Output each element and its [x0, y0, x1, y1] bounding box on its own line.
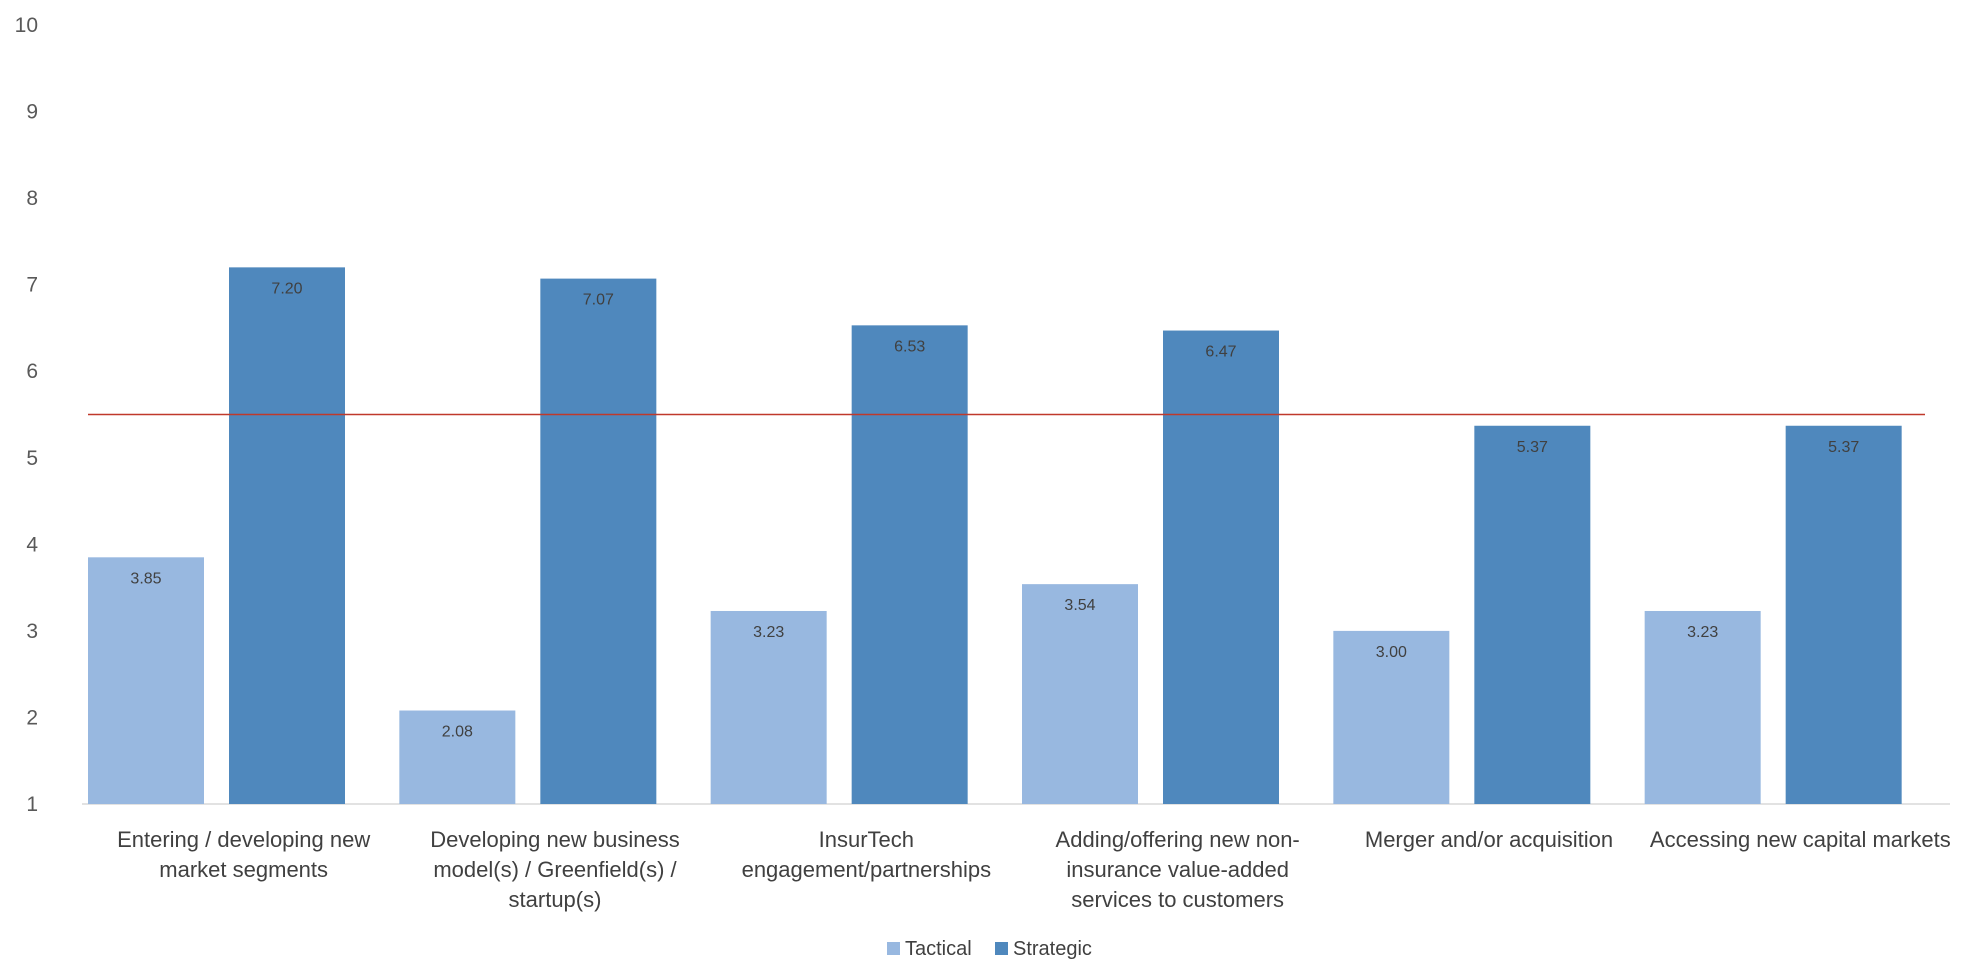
category-label: Accessing new capital markets — [1650, 827, 1951, 852]
legend: Tactical Strategic — [887, 938, 1092, 960]
bar-strategic — [229, 267, 345, 804]
data-label: 7.20 — [271, 280, 302, 297]
y-tick-label: 2 — [26, 706, 38, 729]
y-tick-label: 3 — [26, 620, 38, 643]
data-label: 3.54 — [1064, 597, 1095, 614]
category-label: Adding/offering new non- — [1056, 827, 1300, 852]
bar-tactical — [1333, 630, 1450, 804]
data-label: 5.37 — [1828, 439, 1859, 456]
y-axis-ticks: 1 2 3 4 5 6 7 8 9 10 — [15, 14, 1950, 816]
data-label: 3.23 — [1687, 624, 1718, 641]
data-label: 2.08 — [442, 724, 473, 741]
category-label: startup(s) — [509, 887, 602, 912]
y-tick-label: 1 — [26, 793, 38, 816]
bar-strategic — [851, 325, 968, 804]
bar-tactical — [1022, 584, 1138, 804]
category-label: Entering / developing new — [117, 827, 370, 852]
y-tick-label: 5 — [26, 447, 38, 470]
y-tick-label: 8 — [26, 187, 38, 210]
bar-tactical — [88, 557, 204, 804]
y-tick-label: 7 — [26, 274, 38, 297]
category-label: insurance value-added — [1066, 857, 1289, 882]
y-tick-label: 10 — [15, 14, 38, 37]
y-tick-label: 6 — [26, 360, 38, 383]
bars — [88, 267, 1902, 804]
category-label: model(s) / Greenfield(s) / — [433, 857, 677, 882]
category-label: Merger and/or acquisition — [1365, 827, 1613, 852]
legend-swatch-strategic — [995, 942, 1008, 955]
bar-strategic — [1474, 425, 1591, 804]
bar-strategic — [1785, 425, 1902, 804]
legend-label-tactical: Tactical — [905, 938, 972, 960]
data-label: 3.23 — [753, 624, 784, 641]
legend-swatch-tactical — [887, 942, 900, 955]
category-labels: Entering / developing new market segments… — [117, 827, 1951, 912]
legend-label-strategic: Strategic — [1013, 938, 1092, 960]
category-label: Developing new business — [430, 827, 680, 852]
bar-strategic — [540, 278, 657, 804]
data-label: 6.47 — [1205, 344, 1236, 361]
data-label: 6.53 — [894, 338, 925, 355]
data-label: 3.85 — [130, 570, 161, 587]
data-label: 5.37 — [1517, 439, 1548, 456]
data-label: 7.07 — [583, 292, 614, 309]
data-labels: 3.85 2.08 3.23 3.54 3.00 3.23 7.20 7.07 6.53 6.47… — [130, 280, 1859, 740]
bar-strategic — [1163, 330, 1279, 804]
category-label: market segments — [159, 857, 328, 882]
y-tick-label: 9 — [26, 101, 38, 124]
category-label: engagement/partnerships — [742, 857, 992, 882]
bar-tactical — [399, 710, 516, 804]
category-label: InsurTech — [819, 827, 914, 852]
y-tick-label: 4 — [26, 533, 38, 556]
bar-tactical — [710, 610, 827, 804]
category-label: services to customers — [1071, 887, 1284, 912]
bar-tactical — [1644, 610, 1761, 804]
data-label: 3.00 — [1376, 644, 1407, 661]
